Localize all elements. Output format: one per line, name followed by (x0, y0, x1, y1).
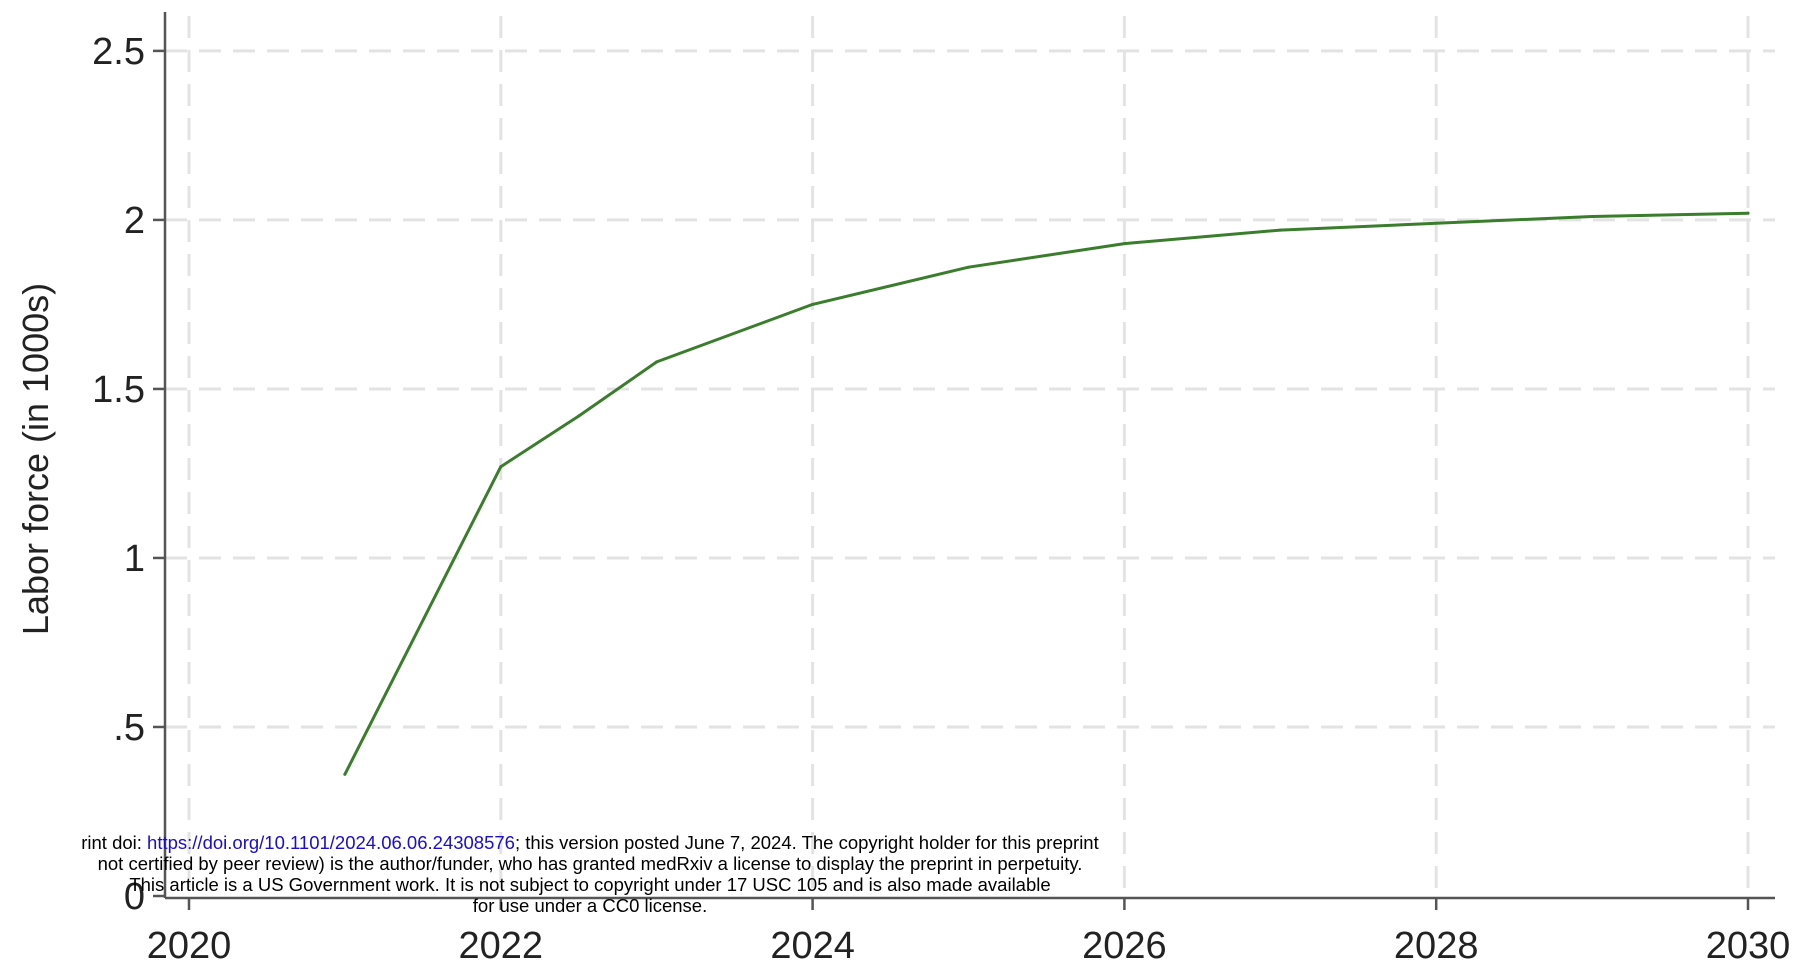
series-layer (343, 211, 1750, 776)
x-tick-label: 2020 (147, 925, 232, 967)
data-point (499, 465, 503, 469)
x-tick-label: 2024 (770, 925, 855, 967)
y-tick-label: 0 (124, 876, 145, 918)
x-tick-labels: 2020 2022 2024 2026 2028 2030 (147, 925, 1791, 967)
preprint-notice: rint doi: https://doi.org/10.1101/2024.0… (0, 832, 1180, 916)
x-tick-label: 2022 (459, 925, 544, 967)
doi-link[interactable]: https://doi.org/10.1101/2024.06.06.24308… (147, 832, 515, 853)
x-tick-label: 2028 (1394, 925, 1479, 967)
data-point (577, 414, 581, 418)
notice-line-3: This article is a US Government work. It… (129, 874, 1051, 895)
data-point (1590, 215, 1594, 219)
y-axis-title: Labor force (in 1000s) (15, 283, 56, 635)
notice-line-1-suffix: ; this version posted June 7, 2024. The … (514, 832, 1099, 853)
data-point (967, 265, 970, 269)
grid-lines (165, 16, 1775, 898)
data-point (1434, 221, 1438, 225)
y-tick-labels: 0 .5 1 1.5 2 2.5 (92, 31, 145, 918)
tick-marks (153, 49, 1750, 910)
data-point (655, 360, 659, 364)
series-line (343, 211, 1750, 776)
notice-line-2: not certified by peer review) is the aut… (97, 853, 1083, 874)
notice-line-1-prefix: rint doi: (81, 832, 148, 853)
data-point (1122, 242, 1126, 246)
data-point (1278, 228, 1282, 232)
axes (163, 12, 1775, 900)
notice-line-1: rint doi: https://doi.org/10.1101/2024.0… (0, 832, 1180, 853)
notice-line-4: for use under a CC0 license. (472, 895, 708, 916)
y-tick-label: 2 (124, 200, 145, 242)
y-tick-label: .5 (113, 707, 145, 749)
y-tick-label: 1 (124, 538, 145, 580)
data-point (343, 772, 347, 776)
y-tick-label: 1.5 (92, 369, 145, 411)
data-point (811, 302, 815, 306)
data-point (1746, 211, 1750, 215)
x-tick-label: 2026 (1082, 925, 1167, 967)
x-tick-label: 2030 (1706, 925, 1791, 967)
y-tick-label: 2.5 (92, 31, 145, 73)
